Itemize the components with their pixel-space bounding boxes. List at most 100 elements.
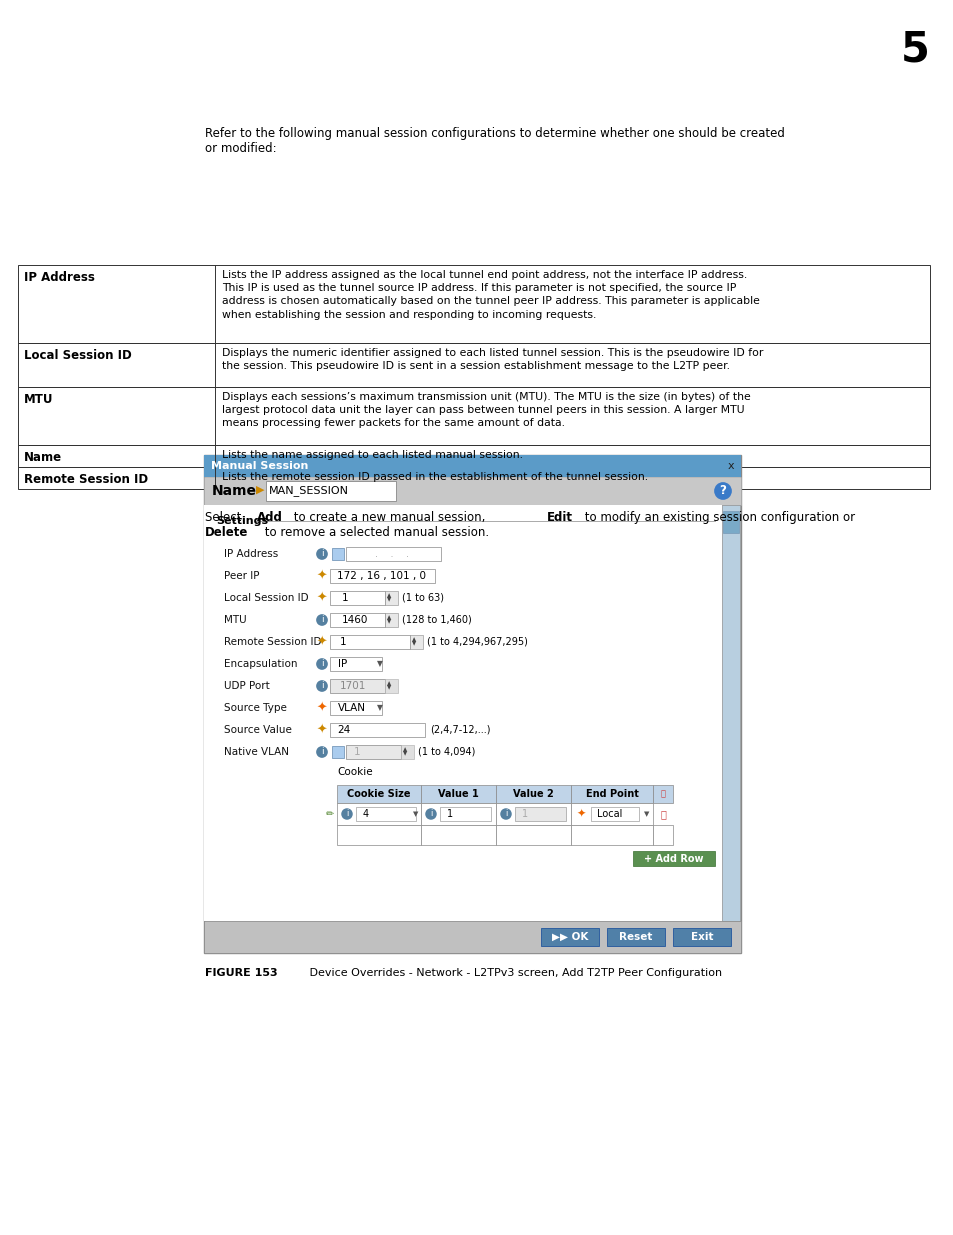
- Text: ▲: ▲: [412, 637, 416, 642]
- Text: Delete: Delete: [205, 526, 248, 538]
- Text: or modified:: or modified:: [205, 142, 276, 156]
- Text: Value 1: Value 1: [437, 789, 478, 799]
- Text: i: i: [320, 550, 323, 558]
- Text: Local Session ID: Local Session ID: [224, 593, 309, 603]
- Text: ▶▶ OK: ▶▶ OK: [551, 932, 588, 942]
- Text: MTU: MTU: [224, 615, 247, 625]
- Text: 172 , 16 , 101 , 0: 172 , 16 , 101 , 0: [337, 571, 426, 580]
- Text: ▼: ▼: [376, 659, 382, 668]
- Text: VLAN: VLAN: [337, 703, 366, 713]
- Text: 4: 4: [363, 809, 369, 819]
- Text: Reset: Reset: [618, 932, 652, 942]
- Text: ?: ?: [719, 484, 725, 498]
- Bar: [330, 657, 381, 671]
- Text: i: i: [320, 659, 323, 668]
- Bar: [571, 785, 652, 803]
- Text: Displays each sessions’s maximum transmission unit (MTU). The MTU is the size (i: Displays each sessions’s maximum transmi…: [222, 391, 750, 429]
- Text: IP: IP: [337, 659, 347, 669]
- Text: Manual Session: Manual Session: [211, 461, 308, 471]
- Bar: [330, 635, 410, 650]
- Text: ▼: ▼: [402, 752, 407, 757]
- Bar: [18, 343, 929, 387]
- Text: to create a new manual session,: to create a new manual session,: [290, 511, 489, 524]
- Bar: [330, 701, 381, 715]
- Text: Cookie: Cookie: [336, 767, 373, 777]
- Text: ✦: ✦: [316, 569, 327, 583]
- Text: Native VLAN: Native VLAN: [224, 747, 289, 757]
- Text: (128 to 1,460): (128 to 1,460): [401, 615, 471, 625]
- Bar: [571, 803, 652, 825]
- Text: Exit: Exit: [690, 932, 713, 942]
- Bar: [18, 467, 929, 489]
- Text: Source Value: Source Value: [224, 725, 292, 735]
- Text: ▼: ▼: [387, 685, 391, 690]
- Text: 5: 5: [900, 28, 928, 70]
- Text: Remote Session ID: Remote Session ID: [224, 637, 321, 647]
- Text: ▼: ▼: [387, 620, 391, 625]
- Text: i: i: [345, 809, 348, 819]
- Bar: [496, 785, 571, 803]
- Bar: [652, 825, 672, 845]
- Bar: [355, 806, 416, 821]
- Bar: [571, 825, 652, 845]
- Bar: [420, 825, 496, 845]
- Bar: [330, 613, 385, 627]
- Bar: [266, 480, 395, 501]
- Text: Name: Name: [24, 451, 62, 464]
- Text: (1 to 4,294,967,295): (1 to 4,294,967,295): [427, 637, 527, 647]
- Text: Device Overrides - Network - L2TPv3 screen, Add T2TP Peer Configuration: Device Overrides - Network - L2TPv3 scre…: [298, 968, 721, 978]
- Text: Source Type: Source Type: [224, 703, 287, 713]
- Bar: [204, 477, 740, 505]
- Text: 1: 1: [339, 637, 346, 647]
- Bar: [330, 569, 435, 583]
- Text: ✏: ✏: [326, 809, 334, 819]
- Text: MTU: MTU: [24, 393, 53, 406]
- Bar: [346, 547, 440, 561]
- Bar: [346, 745, 400, 760]
- Text: 1: 1: [447, 809, 453, 819]
- Text: Add: Add: [256, 511, 282, 524]
- Text: Name: Name: [212, 484, 256, 498]
- Text: ✦: ✦: [576, 809, 585, 819]
- Bar: [330, 722, 424, 737]
- Text: Peer IP: Peer IP: [224, 571, 259, 580]
- Text: + Add Row: + Add Row: [643, 853, 703, 863]
- Text: ✦: ✦: [316, 701, 327, 715]
- Text: i: i: [320, 615, 323, 625]
- Bar: [496, 825, 571, 845]
- Text: to modify an existing session configuration or: to modify an existing session configurat…: [580, 511, 854, 524]
- Text: MAN_SESSION: MAN_SESSION: [269, 485, 349, 496]
- Text: ▼: ▼: [413, 811, 418, 818]
- Text: Encapsulation: Encapsulation: [224, 659, 297, 669]
- Bar: [330, 679, 385, 693]
- Text: 1701: 1701: [339, 680, 366, 692]
- Bar: [204, 505, 721, 921]
- Bar: [385, 592, 397, 605]
- Text: ▼: ▼: [412, 641, 416, 646]
- Bar: [385, 679, 397, 693]
- Text: i: i: [504, 809, 507, 819]
- Text: (2,4,7-12,...): (2,4,7-12,...): [430, 725, 490, 735]
- Text: 1: 1: [354, 747, 360, 757]
- Bar: [332, 548, 344, 559]
- Text: 🗑: 🗑: [659, 809, 665, 819]
- Text: Edit: Edit: [546, 511, 573, 524]
- Bar: [204, 454, 740, 477]
- Text: i: i: [320, 682, 323, 690]
- Bar: [420, 803, 496, 825]
- Text: ▲: ▲: [387, 594, 391, 599]
- Bar: [722, 511, 739, 534]
- Bar: [204, 921, 740, 953]
- Bar: [400, 745, 414, 760]
- Text: Settings: Settings: [215, 516, 268, 526]
- Text: IP Address: IP Address: [24, 270, 94, 284]
- Text: ✦: ✦: [316, 636, 327, 648]
- Bar: [652, 785, 672, 803]
- Text: Refer to the following manual session configurations to determine whether one sh: Refer to the following manual session co…: [205, 127, 784, 140]
- Bar: [410, 635, 422, 650]
- Text: ⬛: ⬛: [659, 789, 665, 799]
- Bar: [420, 785, 496, 803]
- Bar: [330, 592, 385, 605]
- Bar: [590, 806, 639, 821]
- Text: Lists the IP address assigned as the local tunnel end point address, not the int: Lists the IP address assigned as the loc…: [222, 270, 760, 320]
